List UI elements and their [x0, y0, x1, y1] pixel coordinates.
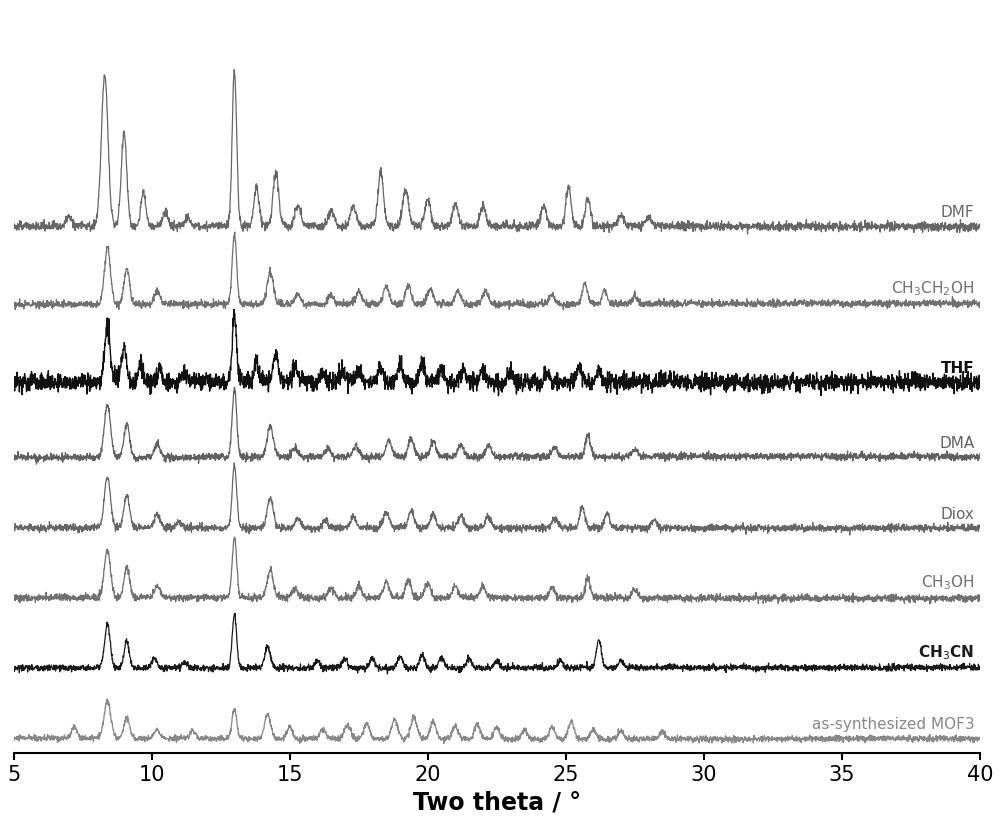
X-axis label: Two theta / °: Two theta / °	[413, 790, 581, 814]
Text: CH$_3$OH: CH$_3$OH	[921, 573, 974, 592]
Text: DMA: DMA	[939, 437, 974, 452]
Text: DMF: DMF	[941, 205, 974, 220]
Text: THF: THF	[941, 361, 974, 376]
Text: CH$_3$CH$_2$OH: CH$_3$CH$_2$OH	[891, 280, 974, 298]
Text: CH$_3$CN: CH$_3$CN	[918, 644, 974, 662]
Text: Diox: Diox	[940, 507, 974, 521]
Text: as-synthesized MOF3: as-synthesized MOF3	[812, 718, 974, 732]
